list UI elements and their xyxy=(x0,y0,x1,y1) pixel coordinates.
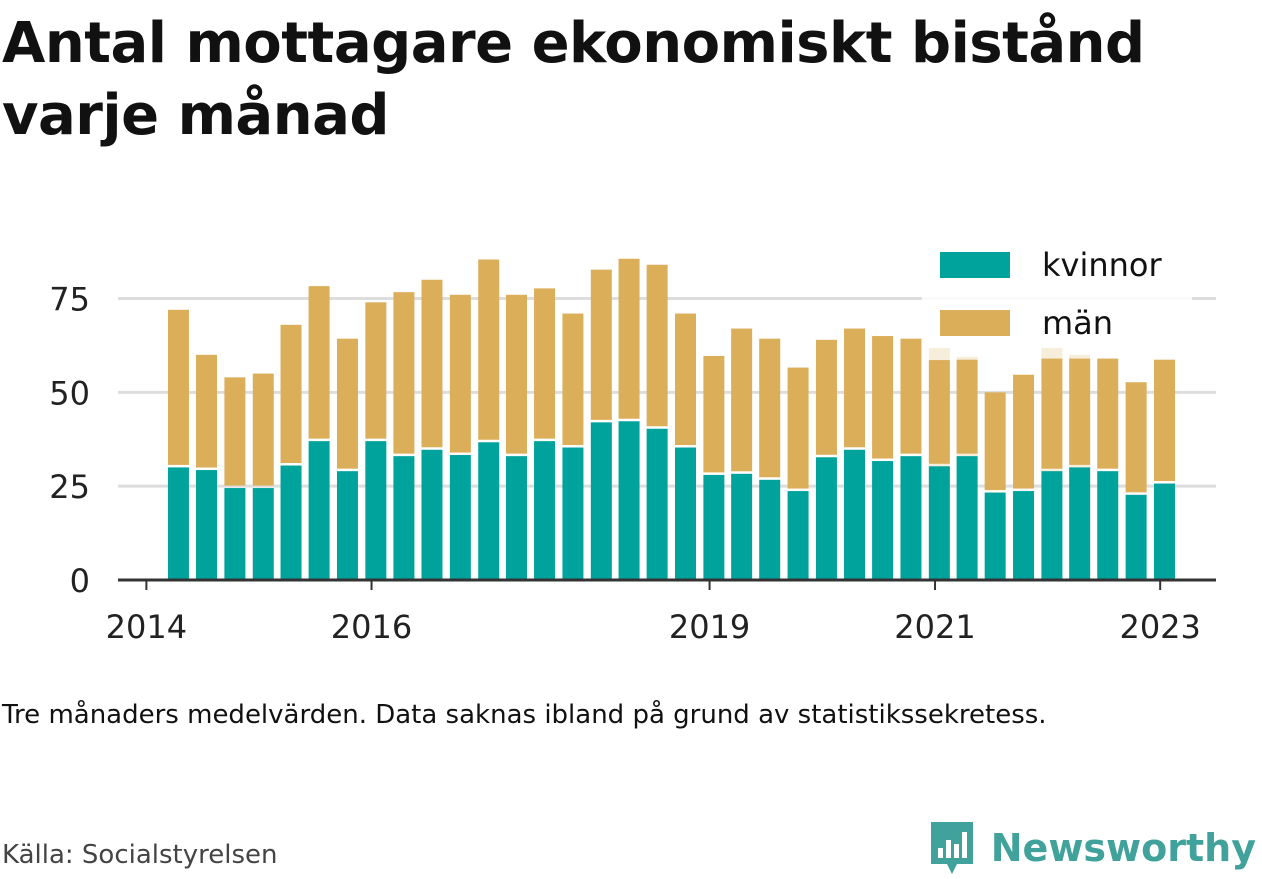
bar-kvinnor-2015-04 xyxy=(280,465,302,580)
legend-label-kvinnor: kvinnor xyxy=(1042,246,1163,284)
bar-man-2019-07 xyxy=(759,338,781,478)
bar-man-2018-01 xyxy=(590,269,612,420)
bar-man-2016-10 xyxy=(449,294,471,453)
bar-chart-speech-bubble-icon xyxy=(930,822,973,874)
bar-kvinnor-2022-01 xyxy=(1041,471,1063,580)
x-tick-label-2016: 2016 xyxy=(331,608,412,646)
bar-man-2016-07 xyxy=(421,279,443,448)
bar-man-2015-07 xyxy=(308,286,330,439)
legend-swatch-man xyxy=(940,310,1010,336)
bar-man-2021-01 xyxy=(928,360,950,464)
bar-man-2017-01 xyxy=(478,259,500,440)
x-tick-label-2014: 2014 xyxy=(106,608,187,646)
bar-kvinnor-2020-10 xyxy=(900,456,922,580)
bar-man-2019-10 xyxy=(787,367,809,489)
bar-kvinnor-2016-10 xyxy=(449,455,471,580)
bars xyxy=(167,258,1175,580)
bar-kvinnor-2023-01 xyxy=(1153,483,1175,580)
y-tick-label-75: 75 xyxy=(49,281,90,319)
legend-swatch-kvinnor xyxy=(940,252,1010,278)
bar-kvinnor-2017-04 xyxy=(505,456,527,580)
bar-kvinnor-2022-07 xyxy=(1097,471,1119,580)
bar-man-2021-04 xyxy=(956,359,978,454)
bar-kvinnor-2019-01 xyxy=(703,474,725,580)
x-axis xyxy=(118,578,1216,590)
bar-kvinnor-2017-07 xyxy=(534,441,556,580)
bar-man-2021-07 xyxy=(984,392,1006,491)
bar-man-2014-10 xyxy=(224,377,246,486)
legend[interactable]: kvinnor män xyxy=(922,238,1192,348)
bar-kvinnor-2021-07 xyxy=(984,492,1006,580)
bar-kvinnor-2015-01 xyxy=(252,488,274,580)
bar-kvinnor-2014-07 xyxy=(196,470,218,580)
bar-kvinnor-2016-01 xyxy=(365,441,387,580)
bar-man-2022-07 xyxy=(1097,358,1119,469)
bar-man-2015-10 xyxy=(336,338,358,469)
bar-kvinnor-2022-04 xyxy=(1069,467,1091,580)
bar-kvinnor-2015-07 xyxy=(308,441,330,580)
bar-man-2020-10 xyxy=(900,338,922,454)
bar-kvinnor-2020-07 xyxy=(872,461,894,580)
chart-note: Tre månaders medelvärden. Data saknas ib… xyxy=(2,700,1047,730)
bar-man-2022-01 xyxy=(1041,358,1063,469)
faded-bars xyxy=(928,347,1091,580)
bar-kvinnor-2015-10 xyxy=(336,471,358,580)
bar-man-2022-10 xyxy=(1125,382,1147,493)
bar-man-2014-04 xyxy=(167,309,189,465)
bar-man-2017-07 xyxy=(534,288,556,439)
bar-kvinnor-2021-04 xyxy=(956,456,978,580)
bar-man-2017-10 xyxy=(562,313,584,446)
bar-man-2017-04 xyxy=(505,294,527,454)
bar-kvinnor-2017-10 xyxy=(562,447,584,580)
bar-kvinnor-2019-10 xyxy=(787,491,809,580)
x-tick-label-2021: 2021 xyxy=(894,608,975,646)
bar-kvinnor-2020-01 xyxy=(815,457,837,580)
bar-kvinnor-2018-07 xyxy=(646,428,668,580)
bar-man-2020-01 xyxy=(815,339,837,455)
bar-man-2016-04 xyxy=(393,292,415,454)
y-tick-label-25: 25 xyxy=(49,468,90,506)
bar-man-2014-07 xyxy=(196,354,218,468)
bar-kvinnor-2014-04 xyxy=(167,467,189,580)
bar-man-2019-01 xyxy=(703,355,725,473)
brand-name: Newsworthy xyxy=(990,826,1256,870)
bar-kvinnor-2019-07 xyxy=(759,479,781,580)
bar-kvinnor-2014-10 xyxy=(224,488,246,580)
bar-man-2021-10 xyxy=(1013,374,1035,489)
bar-man-2020-07 xyxy=(872,336,894,459)
chart-title: Antal mottagare ekonomiskt bistånd varje… xyxy=(2,11,1145,148)
bar-kvinnor-2022-10 xyxy=(1125,494,1147,580)
x-axis-tick-labels: 2014 2016 2019 2021 2023 xyxy=(106,608,1201,646)
bar-kvinnor-2016-07 xyxy=(421,449,443,580)
bar-man-2018-04 xyxy=(618,258,640,419)
bar-man-2018-10 xyxy=(675,313,697,446)
bar-kvinnor-2017-01 xyxy=(478,442,500,580)
bar-kvinnor-2020-04 xyxy=(844,449,866,580)
y-tick-label-0: 0 xyxy=(70,562,90,600)
legend-label-man: män xyxy=(1042,304,1113,342)
bar-man-2015-04 xyxy=(280,324,302,464)
bar-kvinnor-2018-01 xyxy=(590,422,612,580)
bar-man-2023-01 xyxy=(1153,359,1175,482)
bar-kvinnor-2021-01 xyxy=(928,466,950,580)
bar-kvinnor-2016-04 xyxy=(393,456,415,580)
bar-man-2019-04 xyxy=(731,328,753,472)
bar-man-2015-01 xyxy=(252,373,274,486)
bar-kvinnor-2019-04 xyxy=(731,473,753,580)
bar-man-2022-04 xyxy=(1069,358,1091,465)
bar-man-2020-04 xyxy=(844,328,866,448)
bar-kvinnor-2018-04 xyxy=(618,421,640,580)
brand-logo[interactable]: Newsworthy xyxy=(927,818,1256,878)
bar-man-2018-07 xyxy=(646,264,668,427)
x-tick-label-2023: 2023 xyxy=(1119,608,1200,646)
y-tick-label-50: 50 xyxy=(49,374,90,412)
source-label: Källa: Socialstyrelsen xyxy=(2,840,278,870)
bar-kvinnor-2018-10 xyxy=(675,447,697,580)
bar-kvinnor-2021-10 xyxy=(1013,491,1035,580)
bar-man-2016-01 xyxy=(365,302,387,439)
y-axis-tick-labels: 0 25 50 75 xyxy=(49,281,90,600)
x-tick-label-2019: 2019 xyxy=(669,608,750,646)
